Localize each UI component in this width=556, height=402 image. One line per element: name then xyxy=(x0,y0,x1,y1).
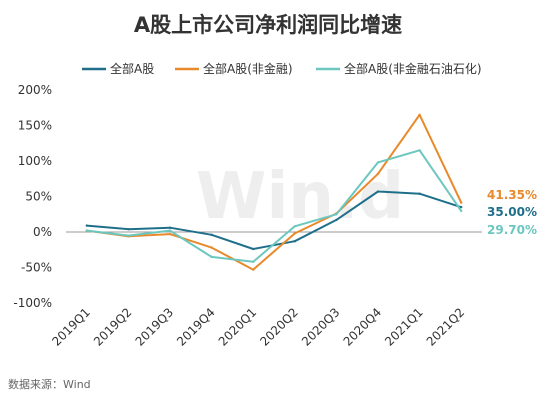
x-tick-label: 2019Q3 xyxy=(133,305,177,349)
y-axis: 200% 150% 100% 50% 0% -50% -100% xyxy=(13,83,52,310)
data-point xyxy=(85,224,89,227)
end-labels: 41.35% 35.00% 29.70% xyxy=(487,188,537,237)
x-tick-label: 2020Q1 xyxy=(216,305,260,349)
data-point xyxy=(252,268,255,271)
x-tick-label: 2019Q4 xyxy=(174,305,218,349)
data-point xyxy=(293,232,296,235)
y-tick-label: 150% xyxy=(18,119,52,133)
series-group xyxy=(85,113,463,271)
data-point xyxy=(252,247,255,251)
data-point xyxy=(168,232,172,236)
y-tick-label: 0% xyxy=(33,225,52,239)
data-point xyxy=(252,260,255,264)
data-point xyxy=(418,113,421,117)
data-point xyxy=(460,201,463,204)
x-tick-label: 2020Q2 xyxy=(257,305,301,349)
data-point xyxy=(210,233,213,237)
y-tick-label: 50% xyxy=(25,190,52,204)
x-tick-label: 2021Q2 xyxy=(424,305,468,349)
y-tick-label: -50% xyxy=(21,261,52,275)
end-value-label: 29.70% xyxy=(487,223,537,237)
source-note: 数据来源：Wind xyxy=(8,377,91,391)
legend-label: 全部A股(非金融石油石化) xyxy=(344,61,482,76)
data-point xyxy=(376,190,380,193)
data-point xyxy=(335,213,338,216)
x-tick-label: 2021Q1 xyxy=(382,305,426,349)
legend: 全部A股 全部A股(非金融) 全部A股(非金融石油石化) xyxy=(82,61,482,76)
data-point xyxy=(293,240,296,243)
data-point xyxy=(127,227,130,231)
legend-label: 全部A股(非金融) xyxy=(203,61,293,76)
x-tick-label: 2020Q3 xyxy=(299,305,343,349)
data-point xyxy=(168,229,172,232)
chart-title: A股上市公司净利润同比增速 xyxy=(134,13,402,37)
end-value-label: 35.00% xyxy=(487,205,537,219)
y-tick-label: 200% xyxy=(18,83,52,97)
legend-label: 全部A股 xyxy=(110,61,154,76)
data-point xyxy=(460,209,463,213)
data-point xyxy=(127,234,130,237)
data-point xyxy=(418,149,421,152)
data-point xyxy=(376,161,380,164)
x-axis: 2019Q12019Q22019Q32019Q42020Q12020Q22020… xyxy=(49,231,482,349)
end-value-label: 41.35% xyxy=(487,188,537,202)
y-tick-label: -100% xyxy=(13,296,52,310)
data-point xyxy=(335,218,338,222)
y-tick-label: 100% xyxy=(18,154,52,168)
data-point xyxy=(418,192,421,195)
data-point xyxy=(210,255,213,259)
data-point xyxy=(376,172,380,175)
data-point xyxy=(85,229,89,232)
data-point xyxy=(168,226,172,229)
watermark: Win.d xyxy=(196,160,404,234)
data-point xyxy=(210,246,213,249)
data-point xyxy=(293,225,296,228)
series-line xyxy=(86,149,463,263)
series-line xyxy=(86,113,463,271)
x-tick-label: 2019Q1 xyxy=(49,305,93,349)
x-tick-label: 2020Q4 xyxy=(341,305,385,349)
x-tick-label: 2019Q2 xyxy=(91,305,135,349)
data-point xyxy=(460,205,463,209)
